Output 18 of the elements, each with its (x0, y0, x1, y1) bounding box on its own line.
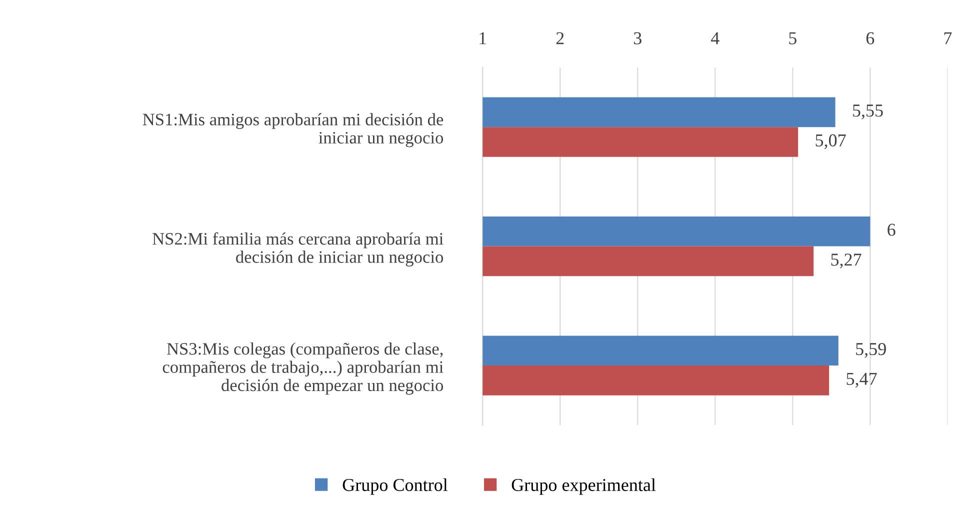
x-tick-label: 7 (944, 32, 952, 44)
y-tick-label: NS3:Mis colegas (compañeros de clase, compañeros de trabajo,...) aprobarían mi decisión de empezar un negocio (162, 342, 444, 395)
data-label: 5,55 (853, 104, 883, 120)
data-label: 5,07 (816, 134, 846, 150)
x-tick-label: 2 (556, 32, 564, 44)
legend-label: Grupo experimental (512, 478, 656, 495)
x-tick-label: 5 (789, 32, 796, 44)
data-label: 5,27 (831, 254, 862, 268)
legend-label: Grupo Control (342, 478, 448, 495)
x-tick-label: 6 (866, 32, 874, 44)
x-tick-label: 1 (480, 32, 486, 44)
x-tick-label: 4 (710, 32, 720, 44)
x-tick-label: 3 (634, 32, 642, 44)
data-label: 5,59 (856, 343, 886, 358)
y-tick-label: NS2:Mi familia más cercana aprobaría mi decisión de iniciar un negocio (152, 232, 444, 266)
data-label: 5,47 (846, 372, 877, 388)
data-label: 6 (888, 224, 896, 236)
y-tick-label: NS1:Mis amigos aprobarían mi decisión de iniciar un negocio (142, 113, 444, 148)
